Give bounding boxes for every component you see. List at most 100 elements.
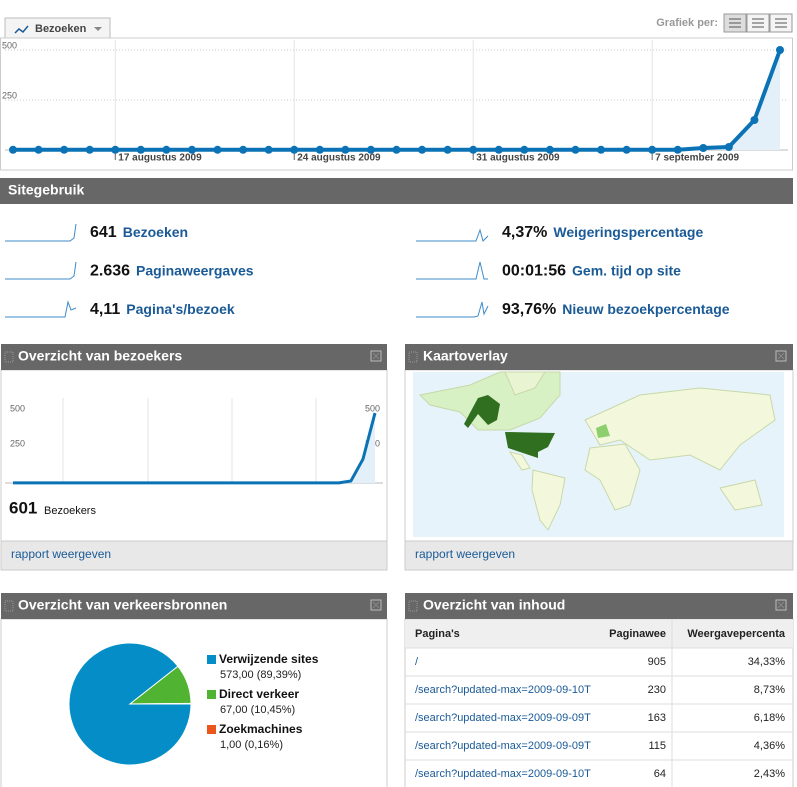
metric-label[interactable]: Weigeringspercentage: [553, 224, 703, 240]
page-link[interactable]: /: [415, 656, 419, 668]
point: [264, 145, 273, 154]
section-header: [0, 178, 793, 204]
y-tick-label: 500: [365, 403, 380, 413]
sparkline: [5, 223, 77, 242]
close-button[interactable]: [775, 599, 787, 611]
content-table: Pagina's Paginawee Weergavepercenta / 905 34,…: [405, 620, 793, 787]
metric-label[interactable]: Nieuw bezoekpercentage: [562, 301, 729, 317]
metric-value: 4,11: [90, 301, 120, 318]
close-button[interactable]: [370, 599, 382, 611]
close-button[interactable]: [775, 350, 787, 362]
panel-header[interactable]: [405, 344, 793, 370]
point: [622, 145, 631, 154]
report-link[interactable]: rapport weergeven: [11, 547, 111, 561]
panels: Overzicht van bezoekers Kaartoverlay Ove…: [0, 344, 794, 787]
page-link[interactable]: /search?updated-max=2009-09-10T: [415, 684, 591, 696]
cell: 115: [648, 740, 666, 752]
metric-value: 4,37%: [502, 224, 547, 241]
legend-swatch: [207, 690, 216, 699]
visitors-chart: 250250500500: [5, 403, 383, 485]
close-button[interactable]: [370, 350, 382, 362]
x-tick-label: 7 september 2009: [655, 153, 739, 164]
view-label: Grafiek per:: [656, 17, 718, 29]
point: [136, 145, 145, 154]
metric-label[interactable]: Paginaweergaves: [136, 262, 254, 278]
line: [13, 412, 377, 485]
panel-header[interactable]: [1, 344, 387, 370]
sparkline: [416, 301, 489, 318]
point: [60, 145, 69, 154]
column-header: Paginawee: [609, 628, 666, 640]
point: [494, 145, 503, 154]
column-header: Pagina's: [415, 628, 460, 640]
y-tick-label: 500: [10, 403, 25, 413]
metric: 641 Bezoeken: [90, 224, 188, 242]
point: [648, 145, 657, 154]
grid-vertical: [62, 398, 317, 483]
legend-label: Verwijzende sites: [219, 652, 319, 666]
tab-arrow: [94, 27, 102, 31]
panel-header[interactable]: [405, 593, 793, 619]
point: [571, 145, 580, 154]
page-link[interactable]: /search?updated-max=2009-09-10T: [415, 768, 591, 780]
y-tick-label: 250: [2, 90, 17, 100]
metric-label[interactable]: Pagina's/bezoek: [126, 301, 235, 317]
map: [413, 371, 784, 537]
sparkline: [416, 228, 489, 242]
point: [111, 145, 120, 154]
page-link[interactable]: /search?updated-max=2009-09-09T: [415, 712, 591, 724]
panel-footer: [0, 540, 388, 571]
point: [34, 145, 43, 154]
panel-header[interactable]: [1, 593, 387, 619]
metric: 93,76% Nieuw bezoekpercentage: [502, 301, 730, 319]
point: [315, 145, 324, 154]
tab-icon: [14, 25, 29, 34]
table-header: [405, 620, 793, 648]
metric: 4,37% Weigeringspercentage: [502, 224, 703, 242]
legend-label: Direct verkeer: [219, 687, 299, 701]
section-title: Sitegebruik: [8, 182, 84, 198]
cell: 64: [654, 768, 666, 780]
legend-value: 573,00 (89,39%): [220, 669, 301, 681]
legend-value: 67,00 (10,45%): [220, 704, 295, 716]
metric-value: 93,76%: [502, 301, 556, 318]
land: [504, 371, 546, 396]
panel-title: Overzicht van bezoekers: [18, 348, 182, 364]
column-header: Weergavepercenta: [687, 628, 786, 640]
panel-title: Overzicht van inhoud: [423, 597, 565, 613]
legend-swatch: [207, 725, 216, 734]
sparkline: [5, 261, 77, 280]
sparkline: [416, 261, 488, 280]
panel-footer: [404, 540, 794, 571]
legend-label: Zoekmachines: [219, 722, 303, 736]
sparklines: [5, 223, 489, 318]
main-chart: 250 500 17 augustus 2009 24 augustus 2009 31…: [2, 40, 788, 164]
land: [584, 387, 776, 471]
land: [596, 424, 610, 438]
tab-label: Bezoeken: [35, 23, 87, 35]
point: [213, 145, 222, 154]
point: [187, 145, 196, 154]
grips: [4, 351, 418, 612]
metrics: 641 Bezoeken 2.636 Paginaweergaves 4,11 Pagin…: [90, 224, 730, 319]
metric-value: 641: [90, 224, 117, 241]
land: [584, 443, 641, 511]
report-link[interactable]: rapport weergeven: [415, 547, 515, 561]
x-tick-label: 24 augustus 2009: [297, 153, 381, 164]
point: [469, 145, 478, 154]
y-tick-label: 250: [10, 438, 25, 448]
view-icons: [729, 18, 787, 28]
point: [545, 145, 554, 154]
cell: 163: [648, 712, 666, 724]
page-link[interactable]: /search?updated-max=2009-09-09T: [415, 740, 591, 752]
visitor-total-label: Bezoekers: [44, 505, 96, 517]
metric-label[interactable]: Bezoeken: [123, 224, 188, 240]
legend-swatch: [207, 655, 216, 664]
metric-label[interactable]: Gem. tijd op site: [572, 262, 681, 278]
pie-slice: [129, 702, 192, 705]
point: [392, 145, 401, 154]
sparkline: [5, 300, 77, 318]
point: [366, 145, 375, 154]
land: [531, 469, 566, 531]
